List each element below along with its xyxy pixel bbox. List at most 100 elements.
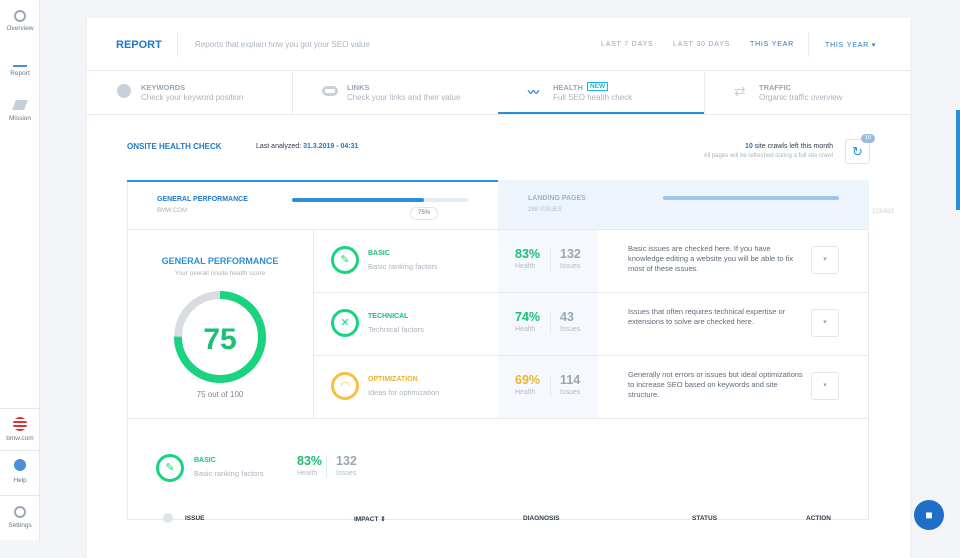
header-title: REPORT	[116, 39, 162, 51]
category-icon: ✕	[331, 309, 359, 337]
element	[0, 408, 40, 409]
range-button[interactable]: THIS YEAR	[750, 41, 795, 48]
mission-icon[interactable]	[12, 100, 28, 110]
detail-issues-label: Issues	[336, 470, 357, 477]
summary-title: GENERAL PERFORMANCE	[157, 196, 248, 203]
element: 10	[745, 143, 753, 150]
analyzed: Last analyzed: 31.3.2019 - 04:31	[256, 143, 358, 150]
active-summary-indicator	[127, 180, 498, 182]
nav-label[interactable]: Settings	[8, 522, 32, 529]
settings-icon[interactable]	[14, 506, 26, 518]
section-title: ONSITE HEALTH CHECK	[127, 142, 222, 151]
table-header: ISSUE	[185, 515, 205, 522]
row-health-label: Health	[515, 263, 536, 270]
row-issues: 114	[560, 373, 581, 387]
element	[0, 495, 40, 496]
row-health: 74%	[515, 310, 541, 324]
detail-issues: 132	[336, 454, 357, 468]
tab-title[interactable]: HEALTH	[553, 83, 583, 92]
element	[704, 72, 705, 114]
new-badge: NEW	[587, 82, 609, 91]
nav-label[interactable]: Mission	[8, 115, 32, 122]
site-label[interactable]: bmw.com	[6, 435, 34, 442]
range-button[interactable]: LAST 30 DAYS	[673, 41, 731, 48]
dropdown-label: THIS YEAR	[825, 42, 870, 49]
row-expand[interactable]: ▾	[811, 309, 839, 337]
tab-subtitle: Check your links and their value	[347, 93, 461, 102]
tab-title[interactable]: LINKS	[347, 83, 370, 92]
row-issues: 132	[560, 247, 581, 261]
detail-health-label: Health	[297, 470, 318, 477]
scrollbar[interactable]	[956, 110, 960, 210]
element	[313, 292, 869, 293]
summary-site: BMW.COM	[157, 208, 187, 214]
chat-button[interactable]: ■	[914, 500, 944, 530]
row-expand[interactable]: ▾	[811, 372, 839, 400]
range-dropdown[interactable]: THIS YEAR ▾	[825, 42, 877, 49]
nav-label[interactable]: Help	[13, 477, 27, 484]
element	[127, 229, 869, 230]
nav-label[interactable]: Overview	[6, 25, 34, 32]
summary-count: 123/483	[872, 209, 894, 215]
tab-icon: 〰	[528, 87, 539, 99]
sidebar: Overview Report Mission bmw.com Help Set…	[0, 0, 40, 540]
score-ring: 75	[174, 291, 266, 383]
tab-subtitle: Full SEO health check	[553, 93, 633, 102]
report-icon[interactable]	[13, 57, 27, 67]
score-title: GENERAL PERFORMANCE	[161, 256, 279, 266]
row-health-label: Health	[515, 326, 536, 333]
element	[313, 355, 869, 356]
refresh-button[interactable]: ↻	[845, 139, 870, 164]
detail-title: BASIC	[194, 457, 216, 464]
row-health: 83%	[515, 247, 541, 261]
table-header[interactable]: IMPACT ⇕	[354, 516, 386, 523]
element	[326, 456, 327, 478]
help-icon[interactable]	[14, 459, 26, 471]
element: Last analyzed:	[256, 143, 302, 150]
overview-icon[interactable]	[14, 10, 26, 22]
landing-summary[interactable]	[498, 180, 869, 229]
crawls-note: All pages will be refreshed during a ful…	[703, 153, 833, 159]
table-header: ACTION	[806, 515, 831, 522]
row-expand[interactable]: ▾	[811, 246, 839, 274]
select-all[interactable]	[163, 513, 173, 523]
progress-fill	[292, 198, 424, 202]
element	[550, 312, 551, 334]
element	[177, 33, 178, 57]
nav-label[interactable]: Report	[10, 70, 30, 77]
tab-icon	[322, 86, 338, 96]
tab-icon: ⇄	[734, 83, 746, 99]
detail-subtitle: Basic ranking factors	[194, 469, 264, 478]
tab-subtitle: Organic traffic overview	[759, 93, 843, 102]
crawl-badge: 10	[861, 134, 875, 143]
detail-health: 83%	[297, 454, 323, 468]
row-title: OPTIMIZATION	[368, 376, 418, 383]
crawls: 10 site crawls left this month	[745, 143, 833, 150]
row-subtitle: Basic ranking factors	[368, 262, 438, 271]
element	[313, 229, 314, 418]
row-subtitle: Technical factors	[368, 325, 424, 334]
progress-fill	[663, 196, 839, 200]
tab-title[interactable]: KEYWORDS	[141, 83, 186, 92]
flag-icon[interactable]	[13, 417, 27, 431]
element	[87, 114, 910, 115]
tab-title[interactable]: TRAFFIC	[759, 83, 792, 92]
row-health: 69%	[515, 373, 541, 387]
summary-title: LANDING PAGES	[528, 195, 586, 202]
category-icon: ◠	[331, 372, 359, 400]
score-subtitle: Your overall onsite health score	[174, 270, 266, 277]
element	[87, 70, 910, 71]
table-header: DIAGNOSIS	[523, 515, 560, 522]
element: 31.3.2019 - 04:31	[303, 143, 359, 150]
row-title: TECHNICAL	[368, 313, 409, 320]
row-description: Issues that often requires technical exp…	[628, 307, 786, 326]
row-issues-label: Issues	[560, 389, 581, 396]
header-subtitle: Reports that explain how you got your SE…	[195, 40, 370, 49]
range-button[interactable]: LAST 7 DAYS	[601, 41, 654, 48]
element	[127, 418, 869, 419]
row-description: Basic issues are checked here. If you ha…	[628, 244, 794, 273]
element: site crawls left this month	[754, 143, 833, 150]
row-issues-label: Issues	[560, 326, 581, 333]
row-description: Generally not errors or issues but ideal…	[628, 370, 803, 399]
